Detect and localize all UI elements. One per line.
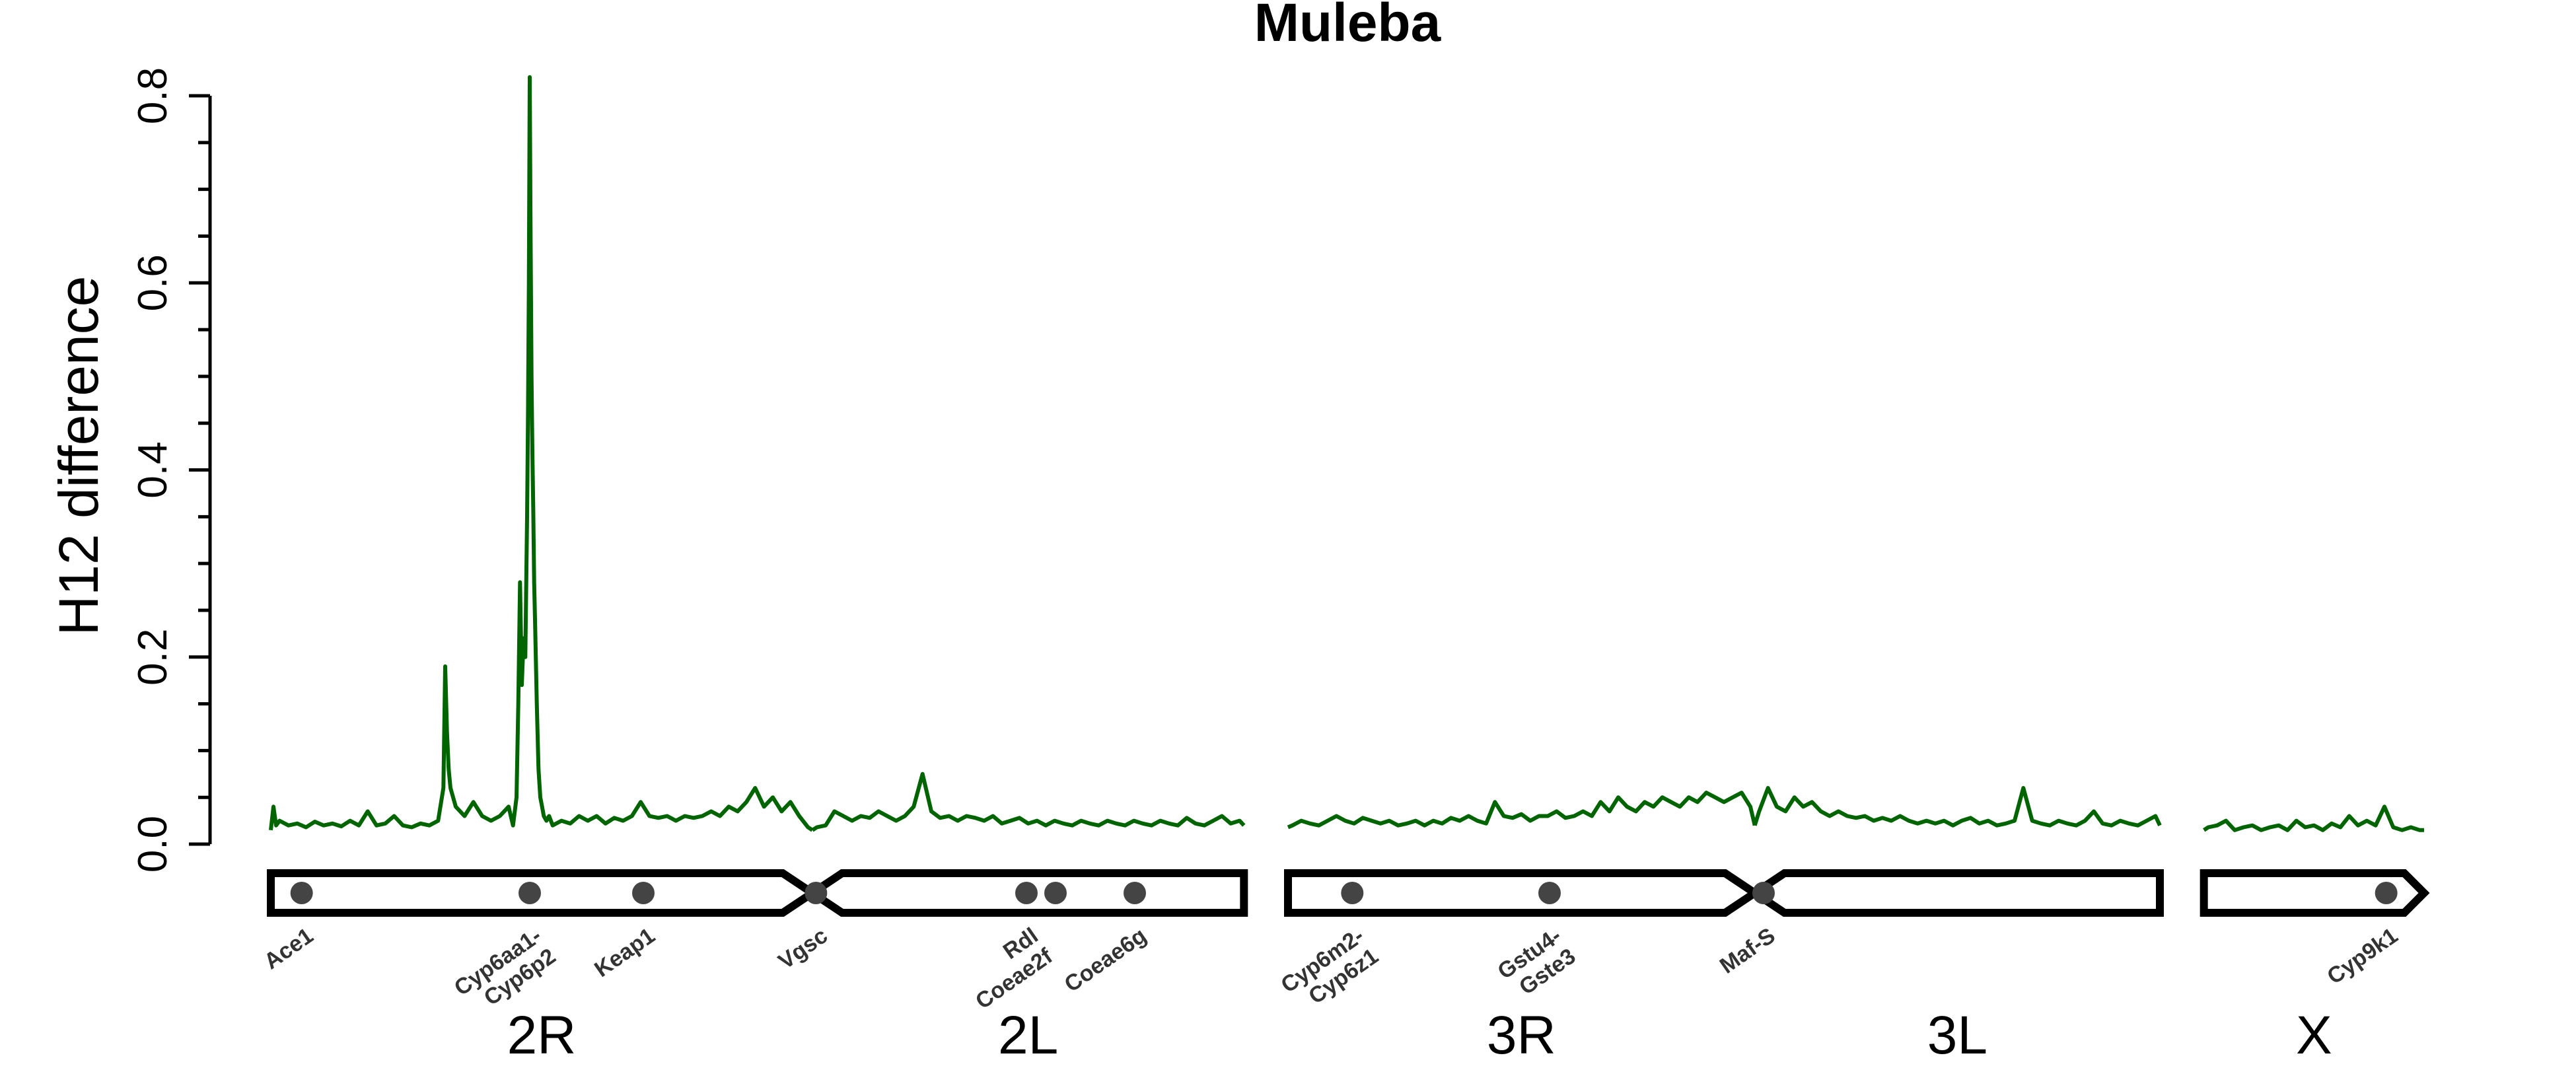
y-tick-label: 0.0 xyxy=(130,816,176,873)
gene-label: Keap1 xyxy=(590,923,659,982)
y-axis-label: H12 difference xyxy=(48,276,110,636)
arm-label-3L: 3L xyxy=(1927,1005,1987,1065)
arm-label-2L: 2L xyxy=(998,1005,1058,1065)
gene-label: Coeae6g xyxy=(1060,923,1151,997)
gene-marker xyxy=(1044,882,1067,904)
gene-label: Ace1 xyxy=(260,923,318,974)
gene-label: Cyp6m2-Cyp6z1 xyxy=(1276,923,1382,1018)
series-group xyxy=(269,75,2424,832)
arm-label-2R: 2R xyxy=(507,1005,577,1065)
y-axis: 0.0 0.2 0.4 0.6 0.8 xyxy=(130,67,212,873)
gene-label: RdlCoeae2f xyxy=(956,923,1057,1015)
arm-label-3R: 3R xyxy=(1487,1005,1556,1065)
chart-title: Muleba xyxy=(1254,0,1442,53)
series-line-3L xyxy=(1752,786,2162,828)
gene-label: Cyp9k1 xyxy=(2322,923,2402,989)
series-line-2R xyxy=(269,75,814,832)
gene-label: Vgsc xyxy=(774,923,832,974)
gene-marker xyxy=(805,882,828,904)
gene-marker xyxy=(1341,882,1364,904)
series-line-3R xyxy=(1287,791,1757,830)
gene-marker xyxy=(632,882,655,904)
gene-marker xyxy=(519,882,541,904)
y-tick-label: 0.8 xyxy=(130,67,176,124)
gene-label: Maf-S xyxy=(1715,923,1780,978)
series-line-2L xyxy=(811,771,1246,832)
arm-label-X: X xyxy=(2296,1005,2332,1065)
gene-marker xyxy=(1538,882,1561,904)
series-line-X xyxy=(2203,804,2424,832)
y-tick-label: 0.2 xyxy=(130,629,176,686)
gene-label: Gstu4-Gste3 xyxy=(1493,923,1581,1005)
chromosome-arm-2R xyxy=(267,869,820,917)
gene-marker xyxy=(290,882,313,904)
gene-marker xyxy=(1124,882,1146,904)
y-tick-label: 0.4 xyxy=(130,441,176,498)
chromosome-arm-3R xyxy=(1284,869,1762,917)
chromosome-arm-3L xyxy=(1747,869,2164,917)
gene-marker xyxy=(1752,882,1775,904)
gene-marker xyxy=(2375,882,2398,904)
y-tick-label: 0.6 xyxy=(130,254,176,311)
chromosome-arm-X xyxy=(2200,869,2430,917)
gene-marker xyxy=(1015,882,1038,904)
